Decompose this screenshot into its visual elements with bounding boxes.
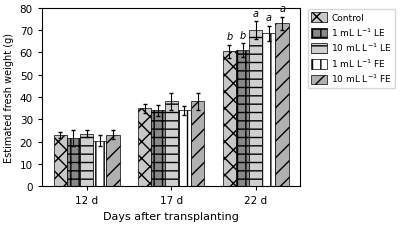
Bar xyxy=(276,24,289,187)
Bar xyxy=(236,51,249,187)
Legend: Control, 1 mL L$^{-1}$ LE, 10 mL L$^{-1}$ LE, 1 mL L$^{-1}$ FE, 10 mL L$^{-1}$ F: Control, 1 mL L$^{-1}$ LE, 10 mL L$^{-1}… xyxy=(308,10,395,89)
Bar xyxy=(178,111,191,187)
Bar xyxy=(164,102,178,187)
Text: a: a xyxy=(279,4,285,14)
Bar xyxy=(151,111,164,187)
X-axis label: Days after transplanting: Days after transplanting xyxy=(103,211,239,221)
Bar xyxy=(262,34,276,187)
Text: b: b xyxy=(226,32,232,42)
Text: b: b xyxy=(239,31,246,41)
Text: a: a xyxy=(253,9,259,19)
Bar xyxy=(93,141,106,187)
Bar xyxy=(249,31,262,187)
Bar xyxy=(138,109,151,187)
Bar xyxy=(223,52,236,187)
Bar xyxy=(80,134,93,187)
Text: a: a xyxy=(266,13,272,23)
Bar xyxy=(67,139,80,187)
Bar xyxy=(106,135,120,187)
Y-axis label: Estimated fresh weight (g): Estimated fresh weight (g) xyxy=(4,33,14,162)
Bar xyxy=(191,102,204,187)
Bar xyxy=(54,135,67,187)
